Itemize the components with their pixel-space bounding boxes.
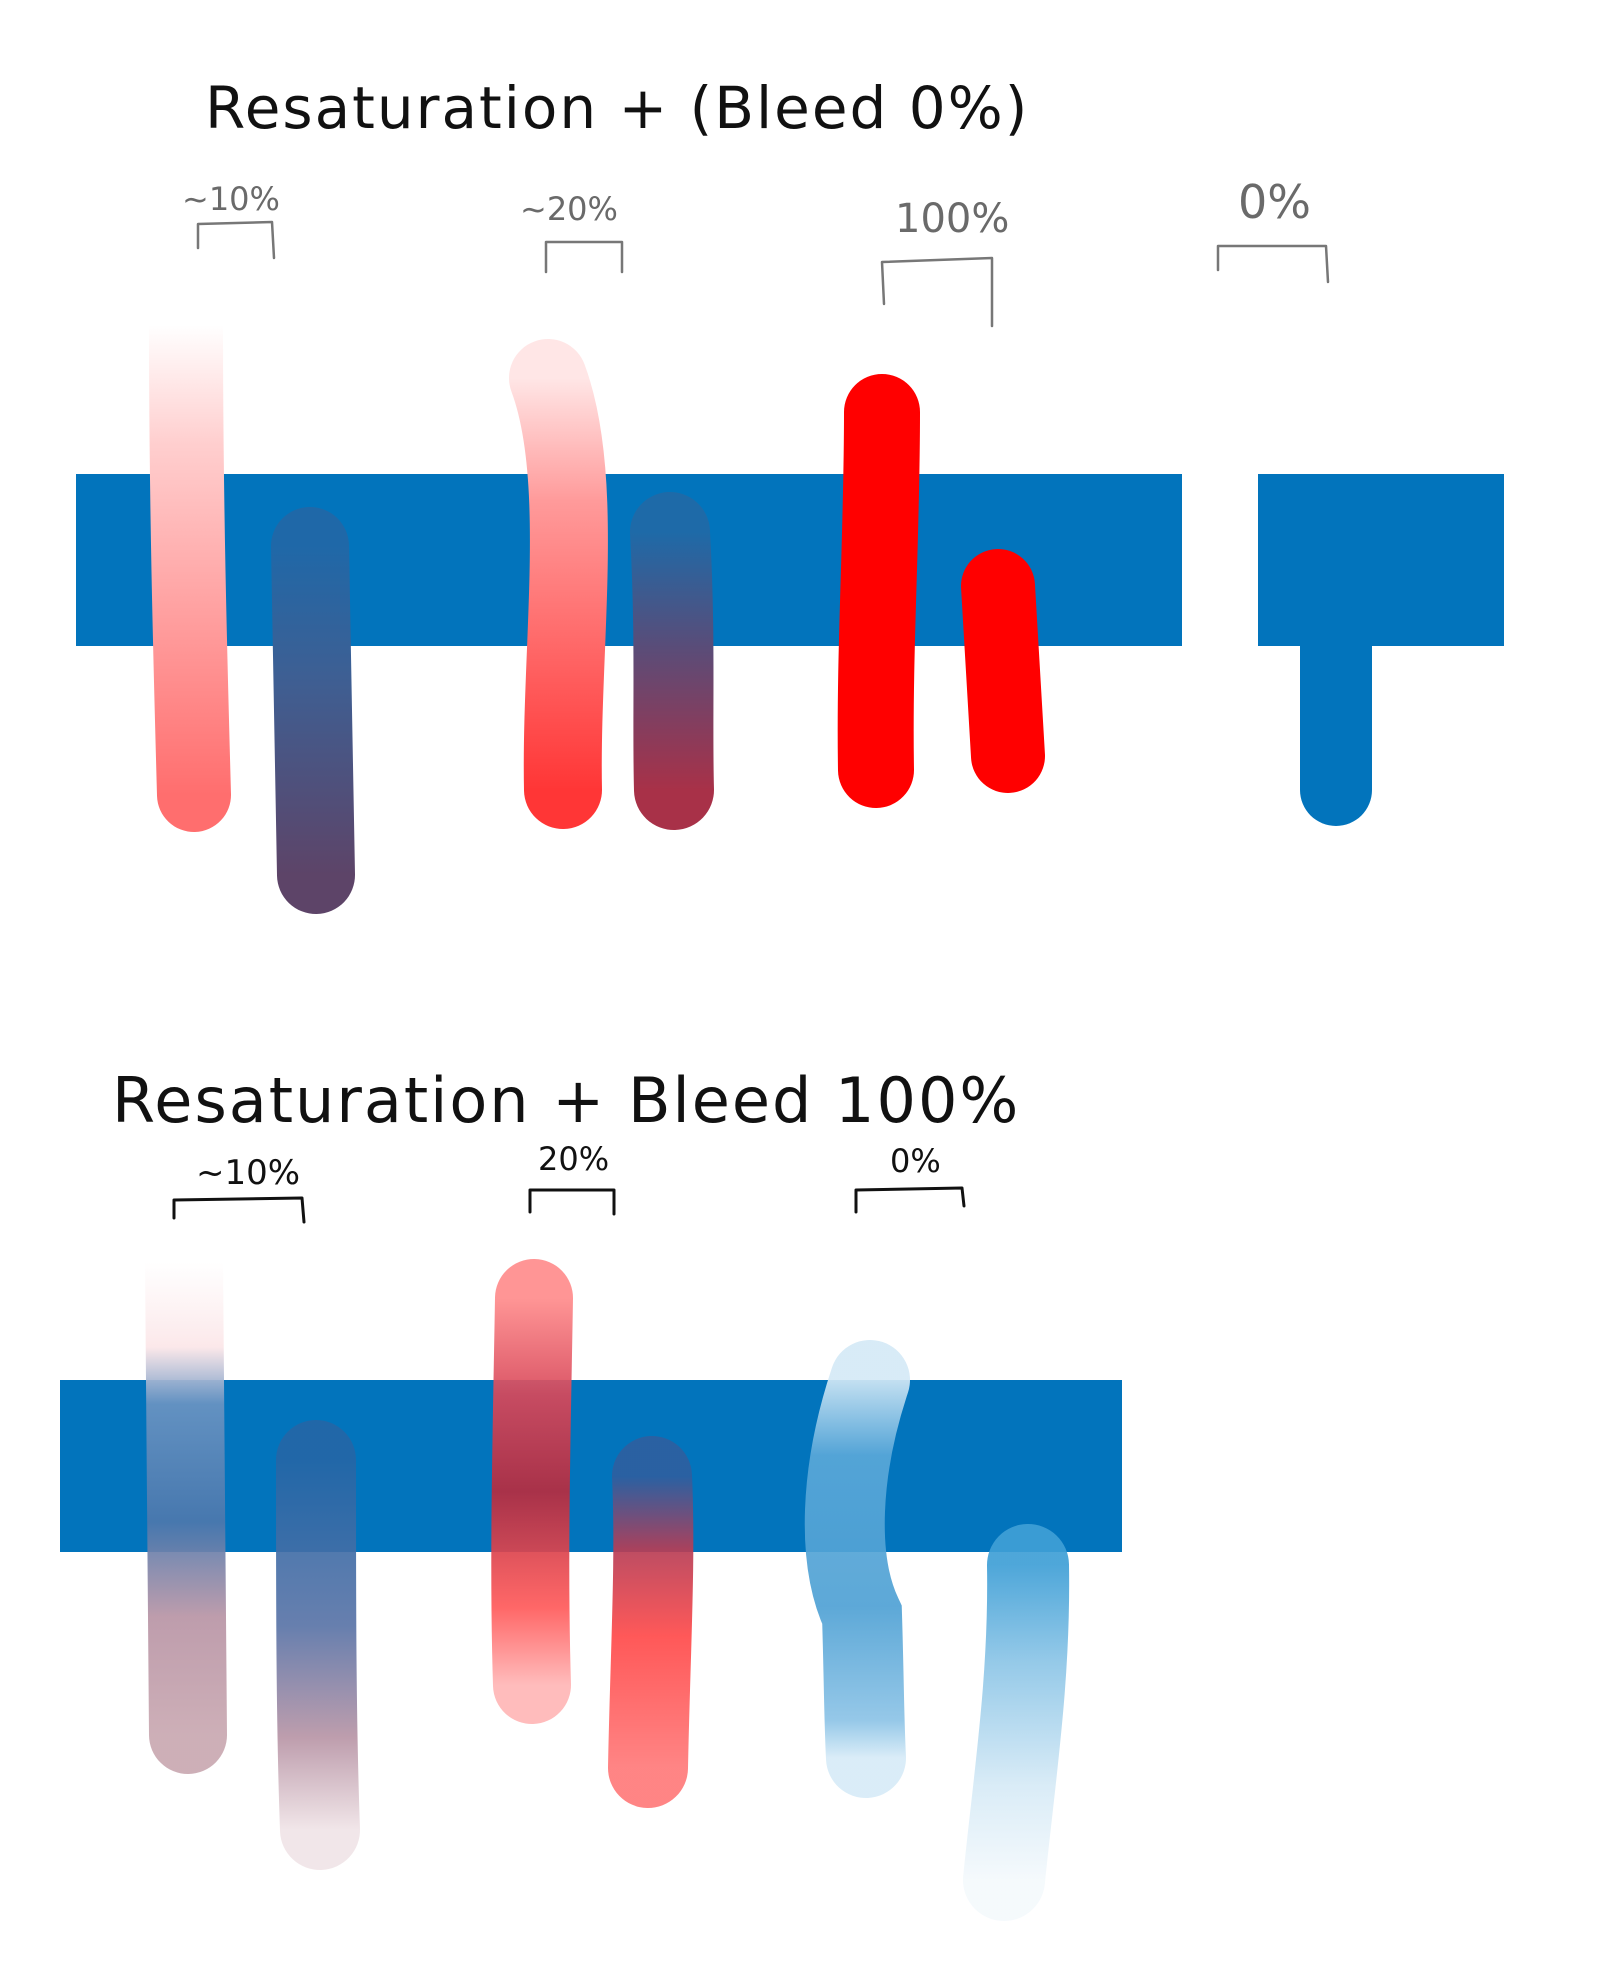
top-stroke-20-blue	[630, 492, 714, 830]
top-stroke-100-red-b	[961, 549, 1045, 793]
bottom-stroke-0-a	[804, 1340, 910, 1798]
bottom-stroke-20-b	[608, 1436, 694, 1808]
top-bracket-10	[196, 220, 276, 260]
top-bracket-20	[544, 240, 624, 274]
bottom-label-0: 0%	[890, 1142, 941, 1180]
top-blue-band-right	[1258, 474, 1504, 646]
bottom-stroke-10-a	[145, 1223, 227, 1774]
top-panel-title: Resaturation + (Bleed 0%)	[205, 74, 1029, 142]
top-label-100: 100%	[895, 196, 1009, 242]
bottom-bracket-20	[528, 1188, 616, 1216]
bottom-panel: Resaturation + Bleed 100% ~10% 20% 0%	[60, 1064, 1122, 1921]
bottom-stroke-0-b	[963, 1524, 1070, 1921]
bottom-blue-band	[60, 1380, 1122, 1552]
bottom-label-20: 20%	[538, 1140, 609, 1178]
top-stroke-10-red	[149, 288, 231, 832]
top-label-0: 0%	[1238, 175, 1311, 229]
bottom-panel-title: Resaturation + Bleed 100%	[112, 1064, 1020, 1137]
top-stroke-20-red	[509, 339, 608, 829]
bottom-bracket-10	[172, 1196, 306, 1224]
top-label-10: ~10%	[182, 180, 280, 218]
bottom-stroke-20-a	[491, 1259, 573, 1724]
top-stroke-100-red-a	[837, 374, 920, 808]
top-bracket-100	[880, 256, 994, 328]
bottom-bracket-0	[854, 1186, 966, 1214]
bottom-stroke-10-b	[276, 1420, 360, 1870]
bottom-label-10: ~10%	[196, 1153, 300, 1193]
top-stroke-10-blue	[271, 507, 355, 914]
top-bracket-0	[1216, 244, 1330, 284]
top-panel: Resaturation + (Bleed 0%) ~10% ~20% 100%…	[76, 74, 1504, 914]
top-label-20: ~20%	[520, 190, 618, 228]
